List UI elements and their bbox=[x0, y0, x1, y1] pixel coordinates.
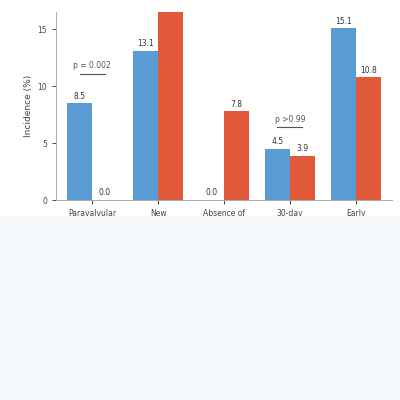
Text: 0.0: 0.0 bbox=[99, 188, 111, 197]
Text: Annulus Rupture↓: Annulus Rupture↓ bbox=[54, 325, 114, 331]
Bar bbox=[133, 51, 158, 200]
Text: New-generation Devices: New-generation Devices bbox=[222, 231, 346, 240]
Bar bbox=[224, 111, 249, 200]
Text: 15.1: 15.1 bbox=[335, 17, 352, 26]
FancyBboxPatch shape bbox=[1, 226, 399, 245]
Text: 4.5: 4.5 bbox=[271, 138, 284, 146]
Text: Annulus Rupture ↓: Annulus Rupture ↓ bbox=[237, 301, 299, 307]
Text: Paravalvular Leak ↓↓: Paravalvular Leak ↓↓ bbox=[232, 292, 304, 298]
Text: 13.1: 13.1 bbox=[137, 40, 154, 48]
Text: CoreValve: CoreValve bbox=[60, 337, 108, 346]
Text: Sapien XT: Sapien XT bbox=[60, 248, 108, 257]
Bar bbox=[356, 77, 381, 200]
Text: p = 0.002: p = 0.002 bbox=[73, 61, 111, 70]
FancyBboxPatch shape bbox=[250, 356, 286, 385]
Text: 0.0: 0.0 bbox=[206, 188, 218, 197]
FancyBboxPatch shape bbox=[244, 266, 292, 296]
Bar bbox=[331, 28, 356, 200]
Polygon shape bbox=[58, 341, 110, 400]
FancyBboxPatch shape bbox=[51, 258, 117, 318]
Text: Sapien 3: Sapien 3 bbox=[248, 248, 288, 257]
Y-axis label: Incidence (%): Incidence (%) bbox=[24, 75, 33, 137]
Text: 8.5: 8.5 bbox=[74, 92, 86, 101]
Text: Lotus: Lotus bbox=[255, 337, 281, 346]
Bar bbox=[67, 103, 92, 200]
Text: 7.8: 7.8 bbox=[230, 100, 242, 109]
Text: 10.8: 10.8 bbox=[360, 66, 377, 75]
FancyBboxPatch shape bbox=[237, 259, 299, 298]
Legend: Early-generation Devices, New-generation Devices: Early-generation Devices, New-generation… bbox=[119, 256, 329, 268]
Bar bbox=[265, 149, 290, 200]
Ellipse shape bbox=[229, 295, 307, 302]
Text: 3.9: 3.9 bbox=[296, 144, 308, 153]
Bar bbox=[290, 156, 315, 200]
Bar bbox=[158, 12, 183, 200]
Text: Early-generation Devices: Early-generation Devices bbox=[40, 231, 168, 240]
Text: p >0.99: p >0.99 bbox=[275, 115, 305, 124]
